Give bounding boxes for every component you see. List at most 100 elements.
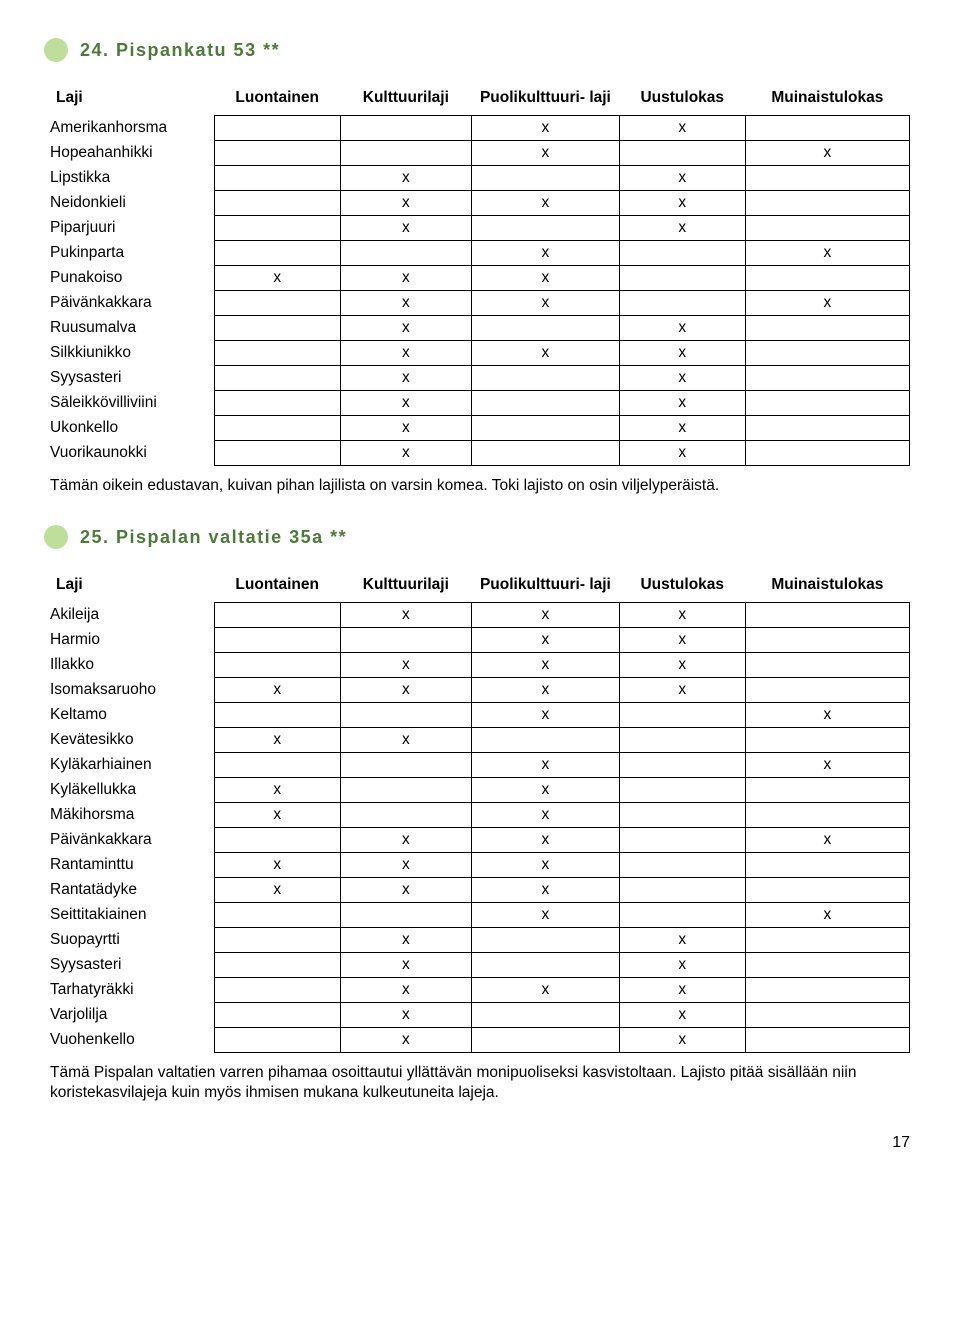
table-head: Laji Luontainen Kulttuurilaji Puolikultt… — [50, 85, 910, 116]
cell: x — [340, 603, 471, 628]
row-label: Ruusumalva — [50, 316, 214, 341]
cell — [745, 216, 909, 241]
cell — [214, 141, 340, 166]
table-row: Mäkihorsmaxx — [50, 803, 910, 828]
table-row: Kevätesikkoxx — [50, 728, 910, 753]
cell: x — [214, 878, 340, 903]
cell: x — [340, 291, 471, 316]
cell: x — [340, 341, 471, 366]
cell — [619, 703, 745, 728]
cell: x — [619, 116, 745, 141]
cell — [214, 828, 340, 853]
cell: x — [472, 778, 620, 803]
cell: x — [214, 778, 340, 803]
row-label: Säleikkövilliviini — [50, 391, 214, 416]
col-uustulokas: Uustulokas — [619, 85, 745, 116]
cell: x — [619, 191, 745, 216]
table-row: Syysasterixx — [50, 366, 910, 391]
cell — [340, 241, 471, 266]
cell: x — [472, 803, 620, 828]
cell: x — [619, 678, 745, 703]
cell — [745, 366, 909, 391]
cell — [745, 1028, 909, 1053]
cell: x — [619, 391, 745, 416]
cell — [745, 653, 909, 678]
cell: x — [745, 903, 909, 928]
heading-text: 24. Pispankatu 53 ** — [80, 40, 280, 60]
row-label: Mäkihorsma — [50, 803, 214, 828]
row-label: Tarhatyräkki — [50, 978, 214, 1003]
cell — [619, 728, 745, 753]
cell — [745, 441, 909, 466]
cell — [214, 603, 340, 628]
cell — [214, 116, 340, 141]
cell — [340, 803, 471, 828]
cell: x — [340, 191, 471, 216]
cell — [214, 391, 340, 416]
cell — [340, 778, 471, 803]
cell: x — [340, 878, 471, 903]
col-muinaistulokas: Muinaistulokas — [745, 85, 909, 116]
cell: x — [619, 953, 745, 978]
cell — [745, 191, 909, 216]
cell — [745, 416, 909, 441]
cell — [745, 391, 909, 416]
row-label: Keltamo — [50, 703, 214, 728]
cell — [619, 903, 745, 928]
cell — [472, 728, 620, 753]
cell — [745, 728, 909, 753]
cell: x — [619, 166, 745, 191]
page-number: 17 — [50, 1134, 910, 1152]
cell: x — [340, 166, 471, 191]
cell: x — [340, 728, 471, 753]
cell: x — [340, 928, 471, 953]
cell: x — [472, 753, 620, 778]
cell — [214, 628, 340, 653]
cell: x — [340, 678, 471, 703]
row-label: Harmio — [50, 628, 214, 653]
cell: x — [745, 703, 909, 728]
row-label: Punakoiso — [50, 266, 214, 291]
cell: x — [619, 603, 745, 628]
cell — [745, 116, 909, 141]
cell: x — [214, 803, 340, 828]
row-label: Syysasteri — [50, 953, 214, 978]
cell — [340, 628, 471, 653]
cell — [745, 166, 909, 191]
cell — [472, 441, 620, 466]
col-luontainen: Luontainen — [214, 85, 340, 116]
col-laji: Laji — [50, 85, 214, 116]
cell — [745, 803, 909, 828]
cell — [619, 878, 745, 903]
row-label: Varjolilja — [50, 1003, 214, 1028]
row-label: Akileija — [50, 603, 214, 628]
cell — [472, 928, 620, 953]
heading-marker-icon — [44, 38, 68, 62]
row-label: Kyläkarhiainen — [50, 753, 214, 778]
cell: x — [619, 441, 745, 466]
table-row: Varjoliljaxx — [50, 1003, 910, 1028]
cell — [214, 241, 340, 266]
cell — [619, 828, 745, 853]
cell — [745, 1003, 909, 1028]
cell: x — [472, 191, 620, 216]
cell: x — [619, 416, 745, 441]
section-note-24: Tämän oikein edustavan, kuivan pihan laj… — [50, 476, 910, 495]
cell: x — [472, 878, 620, 903]
cell — [472, 416, 620, 441]
cell — [214, 191, 340, 216]
table-row: Isomaksaruohoxxxx — [50, 678, 910, 703]
cell — [214, 291, 340, 316]
cell: x — [472, 603, 620, 628]
cell — [619, 291, 745, 316]
section-heading-25: 25. Pispalan valtatie 35a ** — [50, 527, 910, 548]
table-row: Suopayrttixx — [50, 928, 910, 953]
species-table-24: Laji Luontainen Kulttuurilaji Puolikultt… — [50, 85, 910, 466]
heading-marker-icon — [44, 525, 68, 549]
cell — [472, 1028, 620, 1053]
cell: x — [745, 241, 909, 266]
table-row: Lipstikkaxx — [50, 166, 910, 191]
cell — [745, 341, 909, 366]
row-label: Neidonkieli — [50, 191, 214, 216]
row-label: Rantaminttu — [50, 853, 214, 878]
